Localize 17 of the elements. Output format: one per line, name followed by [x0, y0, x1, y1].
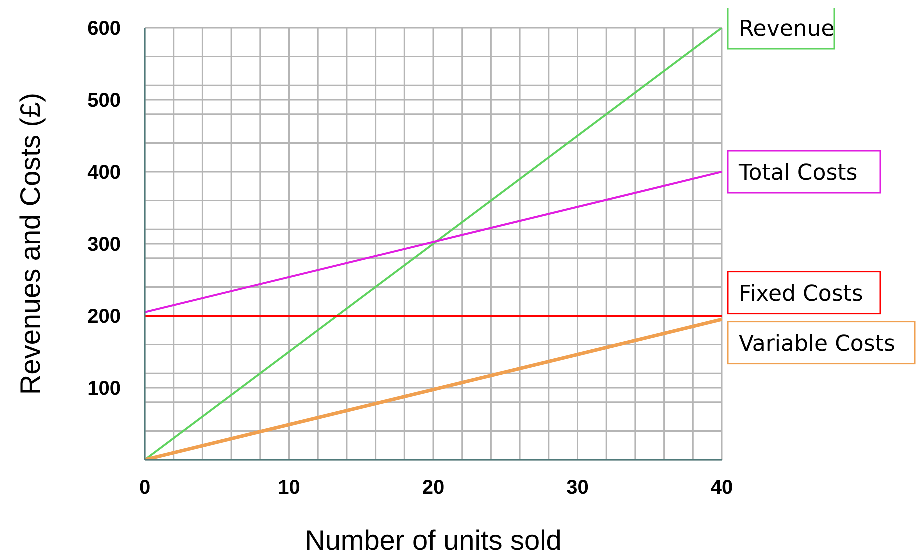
y-tick-label: 100 [88, 378, 121, 400]
x-axis-title: Number of units sold [305, 525, 562, 556]
x-tick-label: 40 [710, 477, 734, 500]
y-axis-title: Revenues and Costs (£) [14, 93, 46, 395]
x-tick-label: 30 [566, 477, 589, 500]
x-tick-label: 0 [139, 477, 151, 500]
y-tick-label: 500 [88, 90, 121, 112]
y-tick-label: 200 [88, 306, 121, 328]
series-label: Variable Costs [739, 332, 896, 357]
y-tick-label: 600 [88, 18, 121, 40]
series-label: Total Costs [738, 161, 858, 186]
y-tick-label: 300 [88, 234, 121, 256]
x-tick-label: 20 [422, 477, 445, 500]
y-tick-label: 400 [88, 162, 121, 184]
series-label: Fixed Costs [739, 282, 864, 307]
series-label: Revenue [739, 17, 835, 42]
x-tick-label: 10 [278, 477, 300, 500]
